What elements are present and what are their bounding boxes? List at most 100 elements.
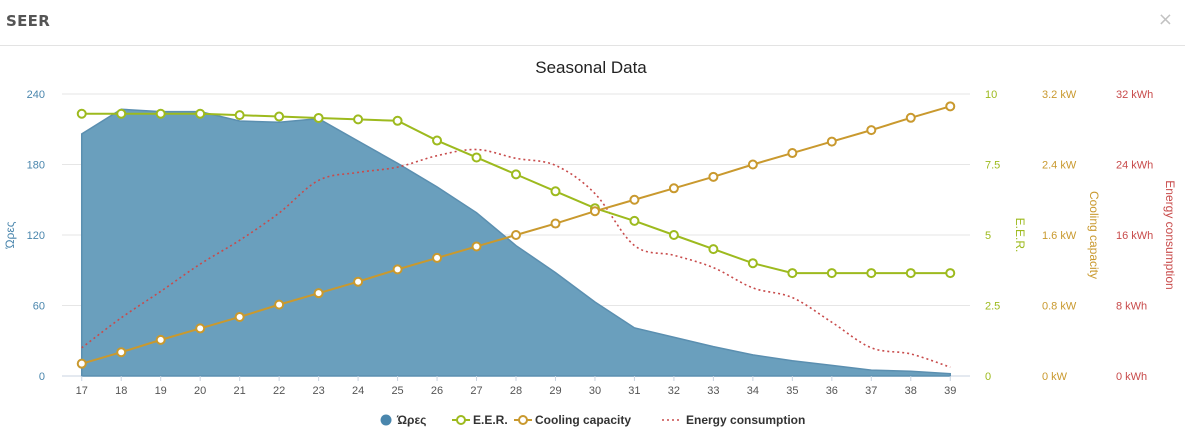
- legend-item-hours[interactable]: Ώρες: [380, 413, 427, 427]
- x-tick-label: 30: [589, 385, 601, 397]
- cooling-capacity-point[interactable]: [747, 159, 758, 170]
- legend-label: E.E.R.: [473, 413, 508, 427]
- energy-consumption-line: [81, 148, 951, 368]
- cooling-capacity-point[interactable]: [353, 276, 364, 287]
- legend-item-energy-consumption[interactable]: Energy consumption: [662, 413, 805, 427]
- cooling-capacity-point[interactable]: [866, 125, 877, 136]
- dialog-header: SEER ×: [0, 0, 1185, 46]
- energy-tick-label: 24 kWh: [1116, 160, 1153, 172]
- cooling-axis-title: Cooling capacity: [1087, 191, 1101, 279]
- hours-axis-title: Ώρες: [3, 221, 17, 249]
- cooling-capacity-point[interactable]: [668, 183, 679, 194]
- eer-point[interactable]: [274, 111, 285, 122]
- x-tick-label: 19: [155, 385, 167, 397]
- eer-point[interactable]: [76, 108, 87, 119]
- close-icon[interactable]: ×: [1157, 9, 1173, 30]
- hours-tick-label: 120: [27, 230, 45, 242]
- x-tick-label: 35: [786, 385, 798, 397]
- eer-point[interactable]: [550, 186, 561, 197]
- cooling-capacity-point[interactable]: [274, 299, 285, 310]
- x-tick-label: 25: [391, 385, 403, 397]
- legend-symbol: [380, 414, 392, 426]
- x-tick-label: 29: [549, 385, 561, 397]
- x-tick-label: 31: [628, 385, 640, 397]
- eer-point[interactable]: [708, 244, 719, 255]
- cooling-capacity-point[interactable]: [589, 206, 600, 217]
- axes-layer: 17 18 19 20 21 22 23 24 25 26 27 28 29 30 31 32 33 34 35 36…: [3, 89, 1177, 397]
- eer-point[interactable]: [511, 169, 521, 180]
- eer-tick-label: 2.5: [985, 301, 1000, 313]
- x-tick-label: 33: [707, 385, 719, 397]
- eer-tick-label: 10: [985, 89, 997, 101]
- chart-legend: Ώρες E.E.R. Cooling capacity Energy consump…: [380, 413, 805, 427]
- x-tick-label: 23: [312, 385, 324, 397]
- x-tick-label: 38: [905, 385, 917, 397]
- chart-title: Seasonal Data: [535, 58, 647, 77]
- eer-point[interactable]: [629, 215, 640, 226]
- cooling-tick-label: 3.2 kW: [1042, 89, 1077, 101]
- eer-point[interactable]: [471, 152, 482, 163]
- hours-tick-label: 180: [27, 160, 45, 172]
- cooling-capacity-point[interactable]: [945, 101, 956, 112]
- legend-item-cooling-capacity[interactable]: Cooling capacity: [514, 413, 631, 427]
- cooling-capacity-point[interactable]: [471, 241, 482, 252]
- eer-point[interactable]: [866, 268, 877, 279]
- x-tick-label: 27: [470, 385, 482, 397]
- cooling-capacity-point[interactable]: [234, 311, 245, 322]
- dialog-title: SEER: [6, 12, 51, 30]
- eer-point[interactable]: [668, 230, 679, 240]
- cooling-capacity-point[interactable]: [432, 252, 443, 263]
- eer-point[interactable]: [826, 268, 837, 279]
- cooling-capacity-point[interactable]: [787, 148, 798, 159]
- cooling-capacity-point[interactable]: [116, 347, 127, 358]
- eer-axis-title: E.E.R.: [1013, 218, 1027, 253]
- eer-tick-label: 0: [985, 371, 991, 383]
- cooling-capacity-point[interactable]: [708, 171, 719, 182]
- cooling-capacity-point[interactable]: [511, 230, 521, 240]
- cooling-capacity-point[interactable]: [313, 288, 324, 299]
- series-lines-layer: [76, 101, 956, 369]
- legend-symbol: [518, 415, 528, 425]
- legend-label: Cooling capacity: [535, 413, 631, 427]
- cooling-capacity-point[interactable]: [155, 334, 166, 345]
- eer-point[interactable]: [313, 112, 324, 123]
- cooling-capacity-point[interactable]: [195, 323, 206, 334]
- energy-axis-title: Energy consumption: [1163, 180, 1177, 289]
- legend-item-eer[interactable]: E.E.R.: [452, 413, 508, 427]
- x-tick-label: 36: [826, 385, 838, 397]
- x-tick-label: 22: [273, 385, 285, 397]
- cooling-capacity-point[interactable]: [392, 264, 403, 275]
- eer-point[interactable]: [787, 268, 798, 279]
- eer-tick-label: 5: [985, 230, 991, 242]
- eer-point[interactable]: [195, 108, 206, 119]
- energy-tick-label: 0 kWh: [1116, 371, 1147, 383]
- legend-label: Energy consumption: [686, 413, 805, 427]
- x-tick-label: 34: [747, 385, 759, 397]
- cooling-tick-label: 2.4 kW: [1042, 160, 1077, 172]
- cooling-capacity-point[interactable]: [76, 358, 87, 369]
- cooling-capacity-point[interactable]: [629, 194, 640, 205]
- eer-point[interactable]: [353, 114, 364, 125]
- eer-point[interactable]: [905, 268, 916, 279]
- x-tick-label: 32: [668, 385, 680, 397]
- energy-tick-label: 32 kWh: [1116, 89, 1153, 101]
- eer-point[interactable]: [945, 268, 956, 279]
- energy-tick-label: 8 kWh: [1116, 301, 1147, 313]
- eer-point[interactable]: [155, 108, 166, 119]
- energy-tick-label: 16 kWh: [1116, 230, 1153, 242]
- cooling-capacity-point[interactable]: [905, 112, 916, 123]
- eer-point[interactable]: [116, 108, 127, 119]
- eer-point[interactable]: [432, 135, 443, 146]
- legend-symbol: [456, 415, 466, 425]
- cooling-capacity-point[interactable]: [550, 218, 561, 229]
- hours-tick-label: 0: [39, 371, 45, 383]
- x-tick-label: 26: [431, 385, 443, 397]
- eer-point[interactable]: [747, 258, 758, 269]
- cooling-capacity-point[interactable]: [826, 136, 837, 147]
- eer-tick-label: 7.5: [985, 160, 1000, 172]
- x-tick-label: 24: [352, 385, 364, 397]
- eer-point[interactable]: [234, 110, 245, 121]
- x-tick-label: 39: [944, 385, 956, 397]
- eer-point[interactable]: [392, 115, 403, 126]
